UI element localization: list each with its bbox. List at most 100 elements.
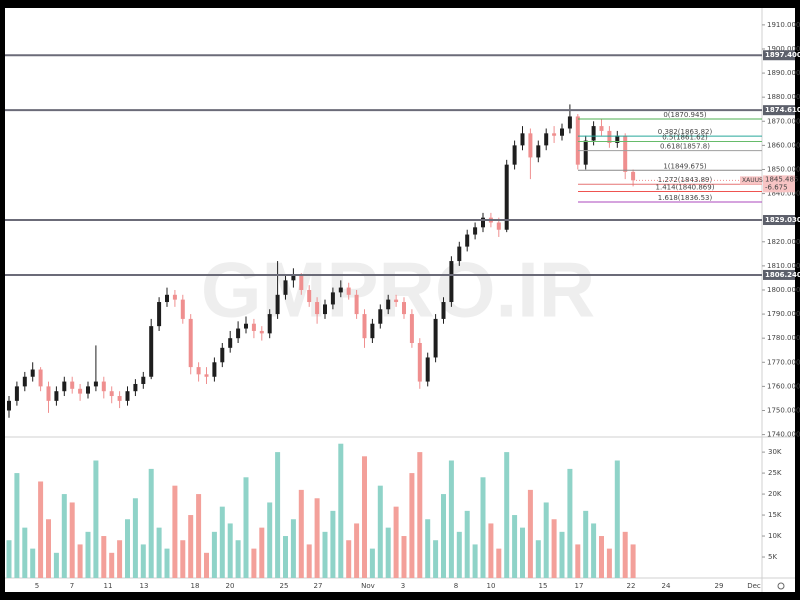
volume-bar	[551, 519, 557, 578]
volume-bar	[251, 548, 257, 578]
x-tick-label: 3	[401, 582, 405, 590]
candle-body	[133, 383, 138, 392]
volume-bar	[559, 531, 565, 578]
volume-bar	[30, 548, 36, 578]
x-tick-label: 8	[454, 582, 458, 590]
volume-bar	[275, 452, 281, 578]
candle-body	[536, 145, 541, 158]
candle-body	[93, 381, 98, 387]
fib-label: 0(1870.945)	[663, 111, 707, 119]
candle-body	[441, 302, 446, 319]
volume-bar	[472, 544, 478, 578]
fib-label: 1.272(1843.89)	[658, 176, 713, 184]
volume-bar	[338, 443, 344, 578]
y-tick-label: 1860.000	[767, 141, 800, 149]
candle-body	[481, 217, 485, 228]
candle-body	[228, 338, 233, 348]
price-label: 1845.485	[765, 175, 798, 183]
x-tick-label: 11	[104, 582, 113, 590]
volume-bar	[417, 452, 423, 578]
y-tick-label: 1850.000	[767, 165, 800, 173]
candle-body	[204, 374, 209, 377]
level-label: 1897.400	[765, 51, 800, 59]
volume-bar	[22, 527, 28, 578]
candle-body	[141, 376, 146, 384]
candle-body	[607, 130, 612, 143]
volume-bar	[425, 519, 431, 578]
candle-body	[496, 222, 501, 230]
candle-body	[512, 145, 517, 165]
volume-bar	[630, 544, 636, 578]
y-tick-label: 1880.000	[767, 93, 800, 101]
candle-body	[402, 302, 406, 315]
x-tick-label: 17	[575, 582, 584, 590]
volume-bar	[290, 519, 296, 578]
volume-bar	[93, 460, 99, 578]
candle-body	[54, 391, 59, 401]
y-tick-label: 1910.000	[767, 21, 800, 29]
candle-body	[101, 381, 106, 392]
volume-bar	[346, 540, 352, 578]
volume-bar	[527, 489, 533, 578]
candle-body	[22, 376, 27, 387]
candle-body	[283, 280, 288, 295]
x-tick-label: 15	[539, 582, 548, 590]
candle-body	[567, 116, 572, 129]
candle-body	[465, 234, 470, 247]
candle-body	[378, 309, 383, 324]
level-label: 1806.240	[765, 271, 800, 279]
level-label: 1829.030	[765, 216, 800, 224]
candle-body	[599, 126, 604, 131]
candle-body	[236, 328, 241, 339]
candle-body	[307, 289, 312, 303]
y-tick-label: 1890.000	[767, 69, 800, 77]
volume-bar	[180, 540, 186, 578]
candle-body	[315, 302, 320, 315]
volume-bar	[77, 544, 83, 578]
candle-body	[323, 304, 327, 315]
y-tick-label: 1820.000	[767, 238, 800, 246]
volume-bar	[188, 515, 194, 578]
candle-body	[544, 133, 549, 146]
volume-bar	[575, 544, 581, 578]
volume-bar	[543, 502, 549, 578]
volume-bar	[125, 519, 130, 578]
x-tick-label: 10	[487, 582, 496, 590]
price-tag	[763, 175, 795, 193]
candle-body	[38, 369, 43, 387]
change-label: -6.675	[765, 183, 788, 191]
candle-body	[172, 294, 177, 300]
volume-bar	[69, 502, 75, 578]
candle-body	[504, 164, 509, 230]
x-tick-label: 25	[280, 582, 289, 590]
volume-bar	[235, 540, 241, 578]
volume-bar	[53, 552, 59, 578]
volume-bar	[283, 536, 288, 578]
volume-bar	[441, 494, 446, 578]
candle-body	[267, 314, 272, 334]
candle-body	[370, 323, 375, 339]
level-tag	[763, 105, 795, 116]
candle-body	[275, 294, 280, 315]
settings-button[interactable]	[777, 582, 785, 590]
y-tick-label: 1810.000	[767, 262, 800, 270]
volume-bar	[520, 527, 525, 578]
candle-body	[259, 330, 264, 334]
volume-bar	[448, 460, 454, 578]
volume-bar	[354, 523, 360, 578]
candle-body	[552, 133, 557, 136]
volume-tick-label: 5K	[768, 553, 777, 561]
volume-bar	[298, 489, 304, 578]
fib-label: 0.618(1857.8)	[660, 143, 710, 151]
candle-body	[560, 128, 564, 136]
level-label: 1874.610	[765, 106, 800, 114]
candle-body	[251, 323, 256, 331]
volume-bar	[196, 494, 202, 578]
x-tick-label: Dec	[747, 582, 761, 590]
candle-body	[591, 126, 596, 141]
candle-body	[244, 323, 248, 329]
y-tick-label: 1840.000	[767, 190, 800, 198]
volume-bar	[512, 515, 518, 578]
candle-body	[583, 140, 588, 165]
volume-bar	[591, 523, 597, 578]
